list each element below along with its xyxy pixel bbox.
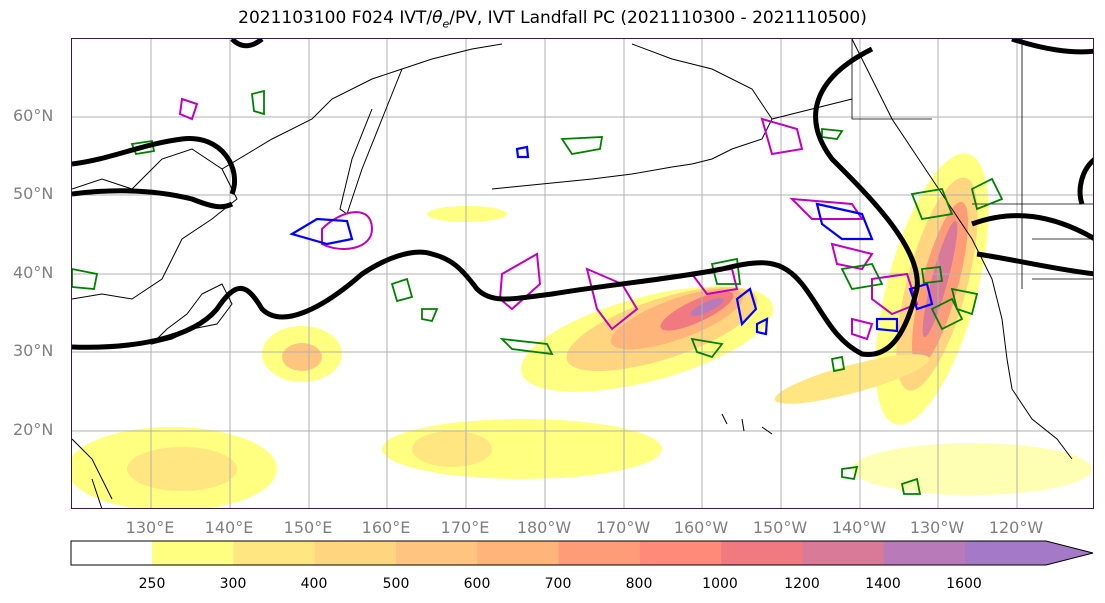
- ivt-shading: [72, 153, 1092, 508]
- colorbar-tick-1600: 1600: [946, 576, 982, 592]
- colorbar-segment: [802, 541, 885, 565]
- colorbar-extend-triangle: [965, 541, 1093, 565]
- graticule: [72, 39, 1093, 508]
- lat-label-40n: 40°N: [13, 263, 54, 282]
- lon-label-140w: 140°W: [831, 518, 887, 537]
- lat-label-30n: 30°N: [13, 341, 54, 360]
- lat-label-60n: 60°N: [13, 106, 54, 125]
- lon-label-180w: 180°W: [516, 518, 572, 537]
- magenta-contours: [178, 97, 919, 341]
- pv-contours: [72, 39, 1093, 358]
- lon-label-160w: 160°W: [673, 518, 729, 537]
- colorbar-segment: [883, 541, 966, 565]
- colorbar-segment: [152, 541, 234, 565]
- colorbar: [70, 540, 1094, 566]
- colorbar-tick-600: 600: [463, 576, 491, 592]
- colorbar-tick-250: 250: [138, 576, 166, 592]
- lon-label-160e: 160°E: [361, 518, 411, 537]
- colorbar-segment: [314, 541, 397, 565]
- lat-label-20n: 20°N: [13, 420, 54, 439]
- colorbar-segment: [395, 541, 478, 565]
- blue-contours: [289, 145, 934, 336]
- colorbar-segment: [721, 541, 803, 565]
- lon-label-170e: 170°E: [440, 518, 490, 537]
- colorbar-segment-below: [71, 541, 152, 565]
- colorbar-outline: [70, 540, 1094, 566]
- map-svg: [72, 39, 1093, 508]
- lon-label-140e: 140°E: [204, 518, 254, 537]
- lon-label-130w: 130°W: [909, 518, 965, 537]
- theta-e-contours: [72, 89, 1004, 495]
- colorbar-tick-700: 700: [544, 576, 572, 592]
- lon-label-150e: 150°E: [283, 518, 333, 537]
- colorbar-tick-1000: 1000: [702, 576, 738, 592]
- colorbar-tick-300: 300: [219, 576, 247, 592]
- lon-label-120w: 120°W: [988, 518, 1044, 537]
- map-panel: [71, 38, 1094, 509]
- colorbar-segment: [639, 541, 722, 565]
- colorbar-segment: [477, 541, 560, 565]
- colorbar-tick-1400: 1400: [865, 576, 901, 592]
- lon-label-150w: 150°W: [752, 518, 808, 537]
- lon-label-170w: 170°W: [595, 518, 651, 537]
- lon-label-130e: 130°E: [125, 518, 175, 537]
- colorbar-tick-400: 400: [300, 576, 328, 592]
- colorbar-tick-800: 800: [625, 576, 653, 592]
- colorbar-tick-500: 500: [382, 576, 410, 592]
- lat-label-50n: 50°N: [13, 184, 54, 203]
- figure-title: 2021103100 F024 IVT/θe/PV, IVT Landfall …: [238, 8, 867, 31]
- colorbar-tick-1200: 1200: [784, 576, 820, 592]
- colorbar-segment: [233, 541, 316, 565]
- colorbar-segment: [558, 541, 641, 565]
